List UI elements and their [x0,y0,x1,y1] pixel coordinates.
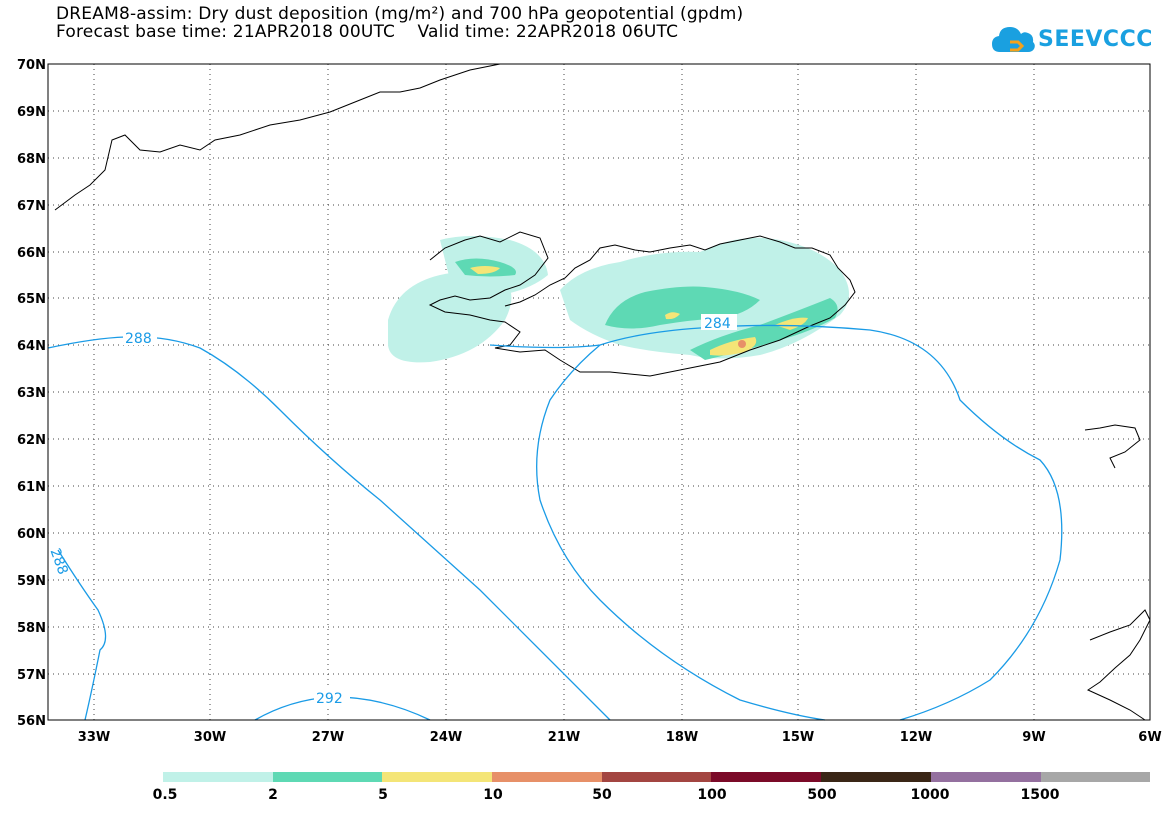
dust-area-west [388,272,512,363]
dust-hotspot-5 [738,340,746,348]
lon-label: 6W [1138,730,1161,745]
contour-label-292: 292 [316,691,343,707]
contour-284-loop [536,344,826,721]
colorbar-label: 500 [807,787,837,803]
contour-labels: 288 284 292 288 [47,314,737,707]
colorbar-segment [1040,772,1151,782]
graticule [48,64,1150,720]
colorbar-segment [163,772,273,782]
lat-label: 61N [17,480,46,495]
lat-label: 58N [17,621,46,636]
map-frame [47,63,1151,721]
lat-label: 69N [17,105,46,120]
greenland-coast [54,63,501,211]
colorbar-label: 5 [378,787,388,803]
coastlines [54,63,1151,721]
faroe-coast [1084,424,1141,469]
lon-label: 18W [666,730,698,745]
lat-label: 62N [17,433,46,448]
scotland-coast [1086,609,1151,721]
lon-label: 27W [312,730,344,745]
contour-288-sw [57,549,107,721]
map-subtitle: Forecast base time: 21APR2018 00UTC Vali… [56,22,679,42]
colorbar-segment [930,772,1041,782]
lat-label: 60N [17,527,46,542]
dust-hotspot-2 [775,317,808,330]
colorbar-label: 1500 [1020,787,1060,803]
lat-label: 59N [17,574,46,589]
lat-label: 64N [17,339,46,354]
lat-label: 68N [17,152,46,167]
colorbar-segment [601,772,712,782]
colorbar-label: 0.5 [152,787,178,803]
lat-label: 57N [17,668,46,683]
colorbar-segment [272,772,383,782]
dust-hotspot-3 [470,266,500,274]
lon-label: 24W [430,730,462,745]
lat-label: 65N [17,292,46,307]
colorbar-segment [492,772,602,782]
contour-288 [47,336,611,721]
map-title: DREAM8-assim: Dry dust deposition (mg/m²… [56,4,744,24]
lat-label: 67N [17,199,46,214]
dust-hotspot-4 [665,312,680,320]
geopotential-contours [47,324,1063,721]
lat-label: 63N [17,386,46,401]
contour-label-284: 284 [704,316,731,332]
logo-text: SEEVCCC [1038,27,1153,52]
lon-label: 12W [900,730,932,745]
lon-label: 33W [78,730,110,745]
contour-label-288: 288 [125,331,152,347]
lon-label: 9W [1022,730,1045,745]
contour-label-288-sw: 288 [47,546,71,577]
colorbar [163,772,1151,782]
lon-label: 21W [548,730,580,745]
dust-area-highlands [605,286,760,329]
iceland-coast [428,231,856,377]
lat-label: 66N [17,246,46,261]
colorbar-segment [711,772,822,782]
lon-label: 15W [782,730,814,745]
colorbar-label: 10 [483,787,503,803]
colorbar-segment [821,772,931,782]
lon-labels: 33W 30W 27W 24W 21W 18W 15W 12W 9W 6W [78,730,1162,745]
colorbar-label: 50 [592,787,612,803]
lat-label: 70N [17,58,46,73]
dust-deposition-field [388,236,849,363]
contour-284-east [489,324,1063,721]
cloud-icon [992,27,1035,52]
seevccc-logo: SEEVCCC [990,22,1152,58]
lon-label: 30W [194,730,226,745]
lat-labels: 70N 69N 68N 67N 66N 65N 64N 63N 62N 61N … [17,58,46,729]
colorbar-label: 100 [697,787,727,803]
colorbar-label: 2 [268,787,278,803]
lat-label: 56N [17,714,46,729]
colorbar-segment [382,772,493,782]
colorbar-label: 1000 [910,787,950,803]
